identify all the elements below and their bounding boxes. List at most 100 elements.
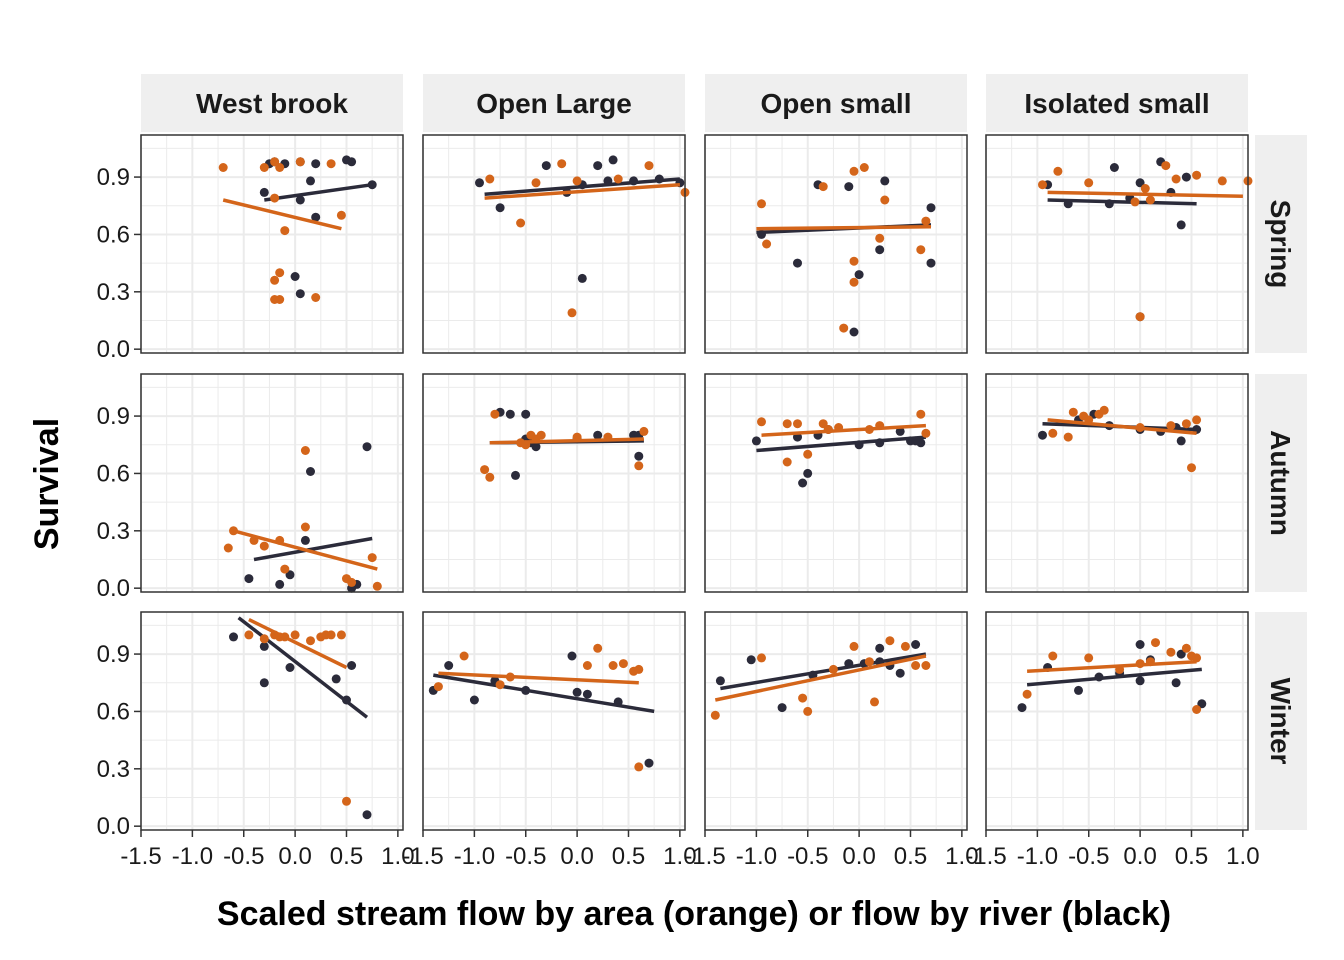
y-tick-label: 0.3 (97, 279, 130, 306)
panel-background (423, 374, 685, 592)
area-point (459, 651, 469, 661)
y-tick-label: 0.6 (97, 460, 130, 487)
area-point (1084, 178, 1094, 188)
river-trend-line (1047, 198, 1197, 206)
river-point (285, 663, 295, 672)
river-point (1135, 178, 1145, 188)
area-point (270, 193, 280, 203)
river-point (300, 535, 310, 545)
area-trend-line (233, 529, 378, 571)
column-strip-background (986, 74, 1248, 132)
river-point (311, 159, 321, 169)
river-point (608, 155, 618, 165)
y-tick-label: 0.3 (97, 756, 130, 783)
panel-autumn-2 (704, 373, 968, 593)
panel-autumn-3 (985, 373, 1249, 593)
column-strip-background (141, 74, 403, 132)
x-tick-label: -0.5 (787, 843, 828, 870)
river-point (803, 468, 813, 478)
river-point (444, 661, 454, 670)
river-point (926, 258, 936, 268)
area-point (803, 449, 813, 459)
river-trend-line (1026, 667, 1202, 687)
area-point (1161, 161, 1171, 171)
area-point (1192, 170, 1202, 180)
area-point (311, 293, 321, 302)
column-strip: Isolated small (986, 74, 1248, 132)
panel-border (422, 134, 686, 354)
area-point (1217, 176, 1227, 186)
panel-autumn-1 (422, 373, 686, 593)
area-point (259, 163, 269, 172)
column-strip: Open Large (423, 74, 685, 132)
area-point (1099, 405, 1109, 415)
river-point (229, 632, 238, 642)
area-point (818, 182, 828, 192)
river-point (1176, 649, 1186, 659)
row-strip: Spring (1255, 135, 1307, 353)
row-strip-label: Spring (1265, 200, 1296, 289)
panel-background (705, 612, 967, 830)
area-trend-line (714, 654, 927, 702)
axes-layer: 0.0 0.3 0.6 0.9 0.0 0.3 0.6 0.9 0.0 0.3 0.6 0.9 -1.5… (97, 164, 1260, 870)
river-point (895, 668, 905, 678)
area-point (1166, 421, 1176, 431)
y-tick-label: 0.9 (97, 164, 130, 191)
area-point (1166, 647, 1176, 657)
column-strip-label: West brook (196, 88, 348, 119)
panel-spring-1 (422, 134, 690, 354)
river-point (1135, 640, 1145, 649)
area-point (880, 195, 890, 205)
river-point (875, 245, 885, 255)
river-point (311, 212, 321, 222)
area-point (326, 630, 336, 640)
area-point (1145, 195, 1155, 205)
area-point (1053, 166, 1063, 176)
column-strip-label: Open Large (476, 88, 632, 119)
river-trend-line (756, 435, 927, 453)
river-trend-line (433, 673, 655, 714)
area-point (367, 553, 377, 563)
area-point (849, 256, 859, 266)
river-point (1109, 163, 1119, 172)
river-point (521, 409, 531, 419)
area-point (849, 641, 859, 651)
river-point (290, 272, 300, 281)
river-point (582, 689, 592, 699)
area-point (608, 661, 618, 670)
area-point (516, 218, 526, 228)
area-point (1181, 419, 1191, 429)
river-point (844, 182, 854, 192)
area-point (270, 295, 280, 304)
river-point (495, 203, 505, 213)
area-point (849, 166, 859, 176)
river-point (875, 643, 885, 653)
river-point (777, 703, 787, 713)
river-point (1171, 678, 1181, 688)
river-point (295, 195, 305, 205)
row-strip: Autumn (1255, 374, 1307, 592)
area-point (300, 446, 310, 455)
panel-border (704, 611, 968, 831)
panel-border (985, 611, 1249, 831)
area-point (593, 643, 603, 653)
area-point (290, 630, 300, 640)
area-point (875, 233, 885, 243)
area-point (295, 157, 305, 167)
river-point (593, 161, 603, 171)
panels-layer (140, 134, 1253, 831)
river-point (259, 678, 269, 688)
river-point (911, 640, 921, 649)
column-strip-label: Open small (761, 88, 912, 119)
area-point (1130, 197, 1140, 207)
area-point (782, 457, 792, 467)
river-point (567, 651, 577, 661)
area-point (495, 680, 505, 690)
river-point (511, 470, 520, 480)
panel-border (140, 611, 404, 831)
river-point (746, 655, 756, 665)
area-point (634, 461, 644, 471)
x-tick-label: -0.5 (505, 843, 546, 870)
river-point (895, 426, 905, 436)
